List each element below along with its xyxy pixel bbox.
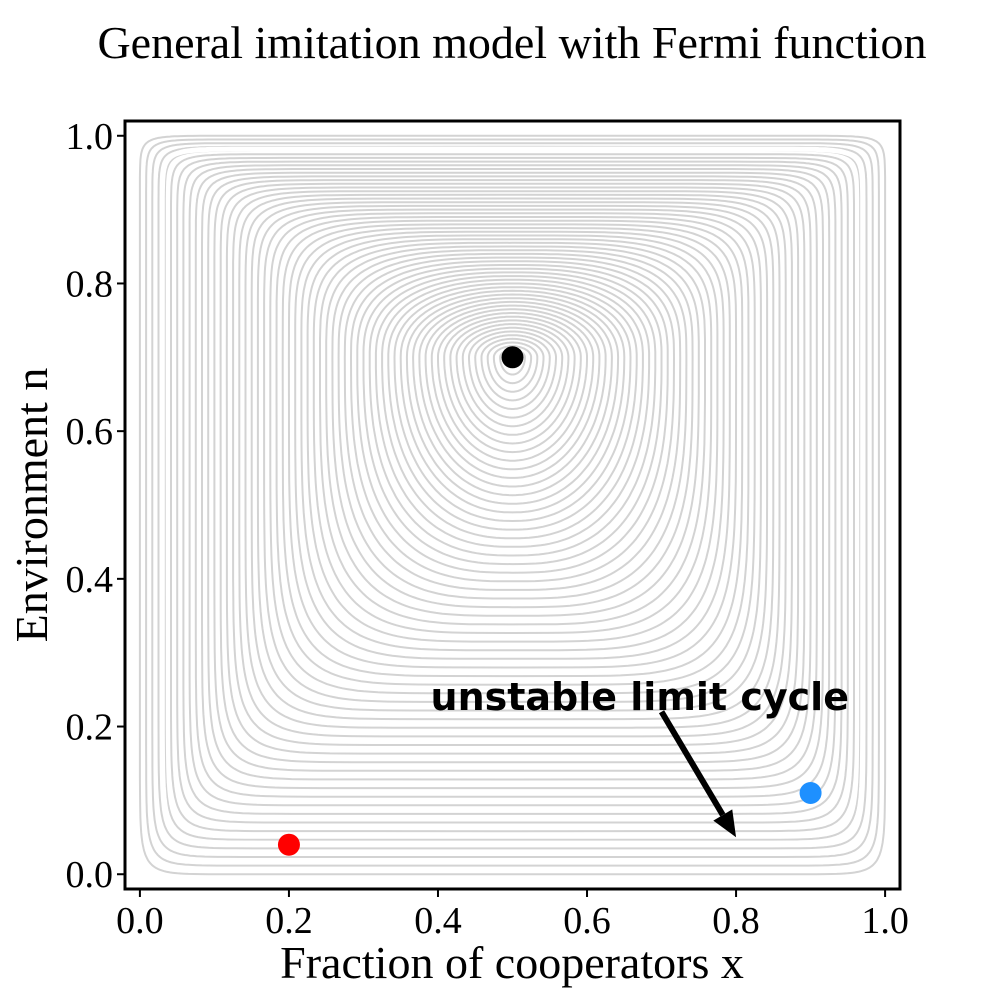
x-tick-label: 0.4 [414, 900, 462, 942]
annotation-label: unstable limit cycle [431, 675, 849, 719]
orbit-curve [176, 156, 849, 824]
orbit-curve [312, 238, 713, 635]
y-tick-label: 0.2 [66, 707, 114, 749]
x-axis-label: Fraction of cooperators x [280, 937, 744, 988]
orbit-curve [219, 182, 806, 764]
orbit-curve [492, 345, 533, 385]
orbit-curve [424, 304, 601, 479]
y-tick-label: 0.4 [66, 559, 114, 601]
orbit-curve [263, 208, 762, 703]
orbit-curve [437, 312, 588, 462]
orbit-curve [213, 179, 812, 772]
y-axis-ticks: 0.0 0.2 0.4 0.6 0.8 1.0 [66, 116, 125, 896]
y-tick-label: 0.6 [66, 411, 114, 453]
plot-frame [123, 119, 902, 891]
orbit-curve [337, 252, 688, 600]
orbit-curve [151, 142, 874, 858]
orbit-curve [138, 134, 887, 876]
orbit-curve [349, 260, 676, 583]
orbit-curve [275, 216, 750, 686]
plot-area: unstable limit cycle [123, 119, 902, 891]
orbit-curve [443, 315, 582, 454]
orbit-curve [170, 153, 855, 833]
y-tick-label: 0.8 [66, 263, 114, 305]
orbit-curve [356, 264, 669, 574]
x-tick-label: 0.6 [563, 900, 611, 942]
x-tick-label: 0.8 [712, 900, 760, 942]
orbit-curve [300, 230, 725, 652]
orbit-curve [343, 256, 682, 591]
x-axis-ticks: 0.0 0.2 0.4 0.6 0.8 1.0 [116, 889, 909, 942]
orbit-curve [449, 319, 576, 445]
orbit-curve [244, 197, 781, 729]
orbit-curve [412, 297, 613, 497]
annotation-arrow [658, 710, 726, 817]
orbit-curve [207, 175, 818, 781]
annotation: unstable limit cycle [431, 675, 849, 838]
point-marker-2 [799, 782, 822, 804]
y-tick-label: 0.0 [66, 854, 114, 896]
orbit-curve [381, 278, 644, 540]
phase-orbits [138, 134, 887, 876]
fixed-points [277, 346, 822, 856]
orbit-curve [201, 171, 824, 790]
y-axis-label: Environment n [6, 368, 57, 643]
orbit-curve [325, 245, 700, 617]
orbit-curve [281, 219, 744, 678]
orbit-curve [474, 334, 551, 410]
orbit-curve [368, 271, 657, 557]
orbit-curve [306, 234, 719, 643]
orbit-curve [145, 138, 880, 867]
orbit-curve [294, 227, 731, 660]
orbit-curve [362, 267, 663, 566]
orbit-curve [256, 204, 769, 712]
orbit-curve [387, 282, 638, 531]
orbit-curve [393, 286, 632, 523]
orbit-curve [331, 249, 694, 609]
x-tick-label: 0.2 [265, 900, 313, 942]
orbit-curve [250, 201, 775, 721]
orbit-curve [461, 326, 564, 428]
orbit-curve [418, 300, 607, 488]
orbit-curve [225, 186, 800, 755]
orbit-curve [455, 323, 570, 436]
orbit-curve [480, 337, 545, 402]
orbit-curve [399, 289, 626, 514]
orbit-curve [238, 193, 787, 738]
orbit-curve [468, 330, 557, 419]
annotation-arrow-head [713, 809, 737, 838]
x-tick-label: 1.0 [861, 900, 909, 942]
point-marker-1 [277, 833, 300, 856]
unstable-limit-cycle-curve [159, 146, 866, 846]
x-tick-label: 0.0 [116, 900, 164, 942]
orbit-curve [232, 190, 793, 746]
y-tick-label: 1.0 [66, 116, 114, 158]
orbit-curve [486, 341, 539, 393]
orbit-curve [157, 145, 868, 850]
orbit-curve [182, 160, 843, 815]
orbit-curve [269, 212, 756, 695]
orbit-curve [319, 241, 706, 626]
orbit-curve [405, 293, 620, 505]
point-marker-0 [501, 346, 524, 369]
orbit-curve [374, 275, 651, 548]
chart-title: General imitation model with Fermi funct… [97, 17, 926, 68]
orbit-curve [430, 308, 595, 471]
orbit-curve [287, 223, 738, 669]
